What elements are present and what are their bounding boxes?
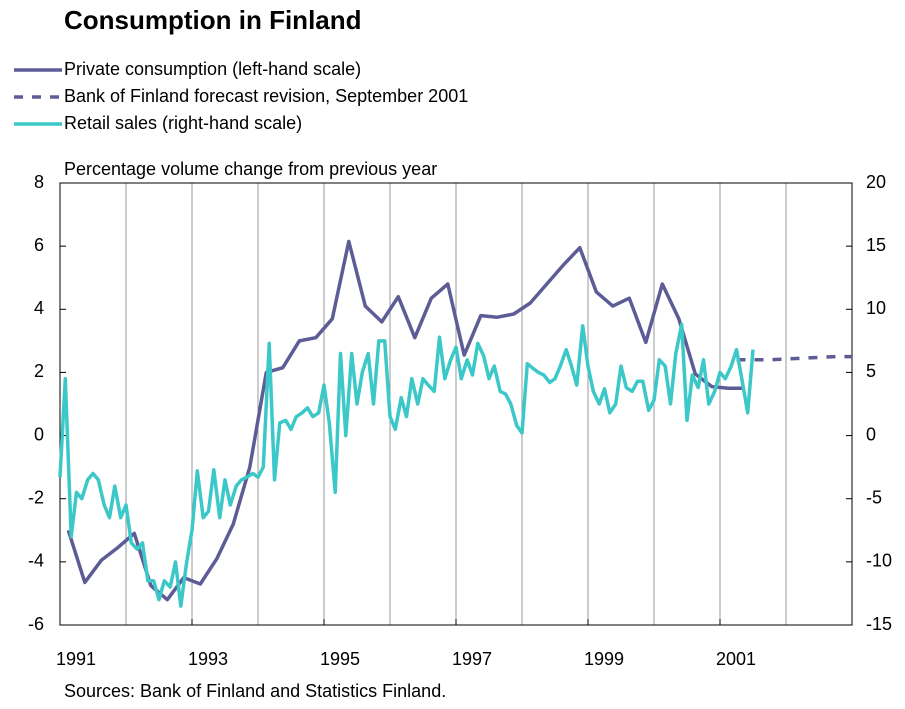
y-tick-label: 4 xyxy=(34,298,44,318)
series-line xyxy=(66,239,745,602)
y2-tick-label: 20 xyxy=(866,172,886,192)
legend-label: Retail sales (right-hand scale) xyxy=(64,113,302,133)
y2-tick-label: -5 xyxy=(866,487,882,507)
legend-label: Private consumption (left-hand scale) xyxy=(64,59,361,79)
y2-tick-label: 0 xyxy=(866,424,876,444)
y-tick-label: -2 xyxy=(28,487,44,507)
y-tick-label: -4 xyxy=(28,551,44,571)
x-tick-label: 1995 xyxy=(320,649,360,669)
x-tick-label: 1991 xyxy=(56,649,96,669)
y2-tick-label: -15 xyxy=(866,614,892,634)
y2-tick-label: 5 xyxy=(866,361,876,381)
y-tick-label: -6 xyxy=(28,614,44,634)
legend-label: Bank of Finland forecast revision, Septe… xyxy=(64,86,468,106)
x-tick-label: 1993 xyxy=(188,649,228,669)
source: Sources: Bank of Finland and Statistics … xyxy=(64,681,446,701)
series-line xyxy=(58,322,755,608)
x-tick-label: 2001 xyxy=(716,649,756,669)
x-tick-label: 1997 xyxy=(452,649,492,669)
y-tick-label: 8 xyxy=(34,172,44,192)
y-tick-label: 2 xyxy=(34,361,44,381)
y2-tick-label: 10 xyxy=(866,298,886,318)
y-tick-label: 6 xyxy=(34,235,44,255)
y2-tick-label: -10 xyxy=(866,551,892,571)
series-line xyxy=(736,354,852,362)
y-tick-label: 0 xyxy=(34,424,44,444)
chart-title: Consumption in Finland xyxy=(64,5,362,35)
y2-tick-label: 15 xyxy=(866,235,886,255)
x-tick-label: 1999 xyxy=(584,649,624,669)
y-axis-label: Percentage volume change from previous y… xyxy=(64,159,437,179)
